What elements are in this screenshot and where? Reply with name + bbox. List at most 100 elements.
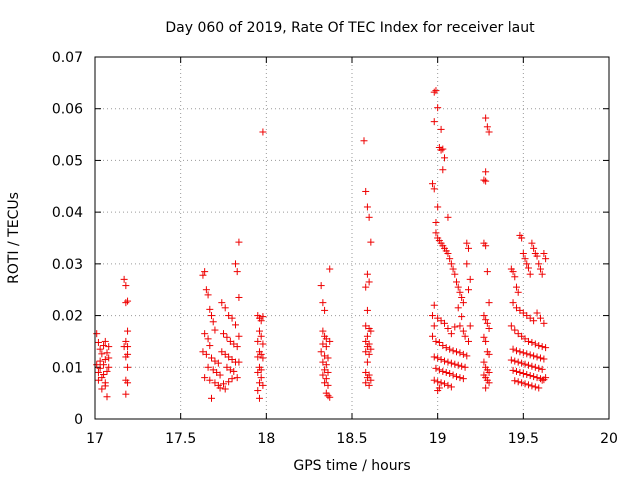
data-point	[430, 88, 438, 96]
data-point	[231, 321, 239, 329]
data-point	[451, 323, 459, 331]
data-point	[485, 350, 493, 358]
data-point	[512, 367, 520, 375]
data-point	[531, 340, 539, 348]
data-point	[535, 364, 543, 372]
data-point	[535, 260, 543, 268]
x-tick-label: 17	[86, 431, 104, 447]
data-point	[259, 381, 267, 389]
data-point	[235, 238, 243, 246]
data-point	[434, 387, 442, 395]
data-point	[233, 343, 241, 351]
data-point	[201, 268, 209, 276]
data-point	[223, 333, 231, 341]
data-point	[228, 375, 236, 383]
y-tick-label: 0.06	[52, 102, 83, 118]
data-point	[444, 325, 452, 332]
data-point	[124, 327, 132, 335]
data-point	[521, 255, 529, 263]
data-point	[485, 128, 493, 136]
data-point	[319, 371, 327, 379]
data-point	[528, 362, 536, 370]
data-point	[122, 337, 130, 345]
data-point	[449, 371, 457, 379]
data-point	[432, 87, 440, 95]
data-point	[456, 322, 464, 330]
data-point	[523, 350, 531, 358]
data-point	[233, 374, 241, 382]
data-point	[456, 349, 464, 357]
data-point	[257, 317, 265, 325]
data-point	[230, 367, 238, 375]
data-point	[221, 385, 229, 393]
data-point	[124, 379, 132, 387]
data-point	[514, 358, 522, 366]
data-point	[482, 242, 490, 250]
data-point	[454, 304, 462, 312]
data-point	[456, 288, 464, 296]
data-point	[105, 354, 113, 362]
data-point	[105, 343, 113, 351]
data-point	[538, 365, 546, 373]
data-point	[538, 343, 546, 351]
x-tick-label: 19.5	[508, 431, 539, 447]
data-point	[322, 343, 330, 351]
data-point	[206, 305, 214, 313]
data-point	[535, 384, 543, 392]
data-point	[441, 380, 449, 388]
data-point	[480, 358, 488, 366]
data-point	[482, 168, 490, 176]
data-point	[98, 385, 106, 393]
y-tick-label: 0.03	[52, 257, 83, 273]
data-point	[459, 299, 467, 307]
data-point	[516, 348, 524, 356]
data-point	[201, 374, 209, 382]
data-point	[512, 283, 520, 291]
y-tick-label: 0.02	[52, 309, 83, 325]
data-point	[466, 322, 474, 330]
data-point	[485, 368, 493, 376]
data-point	[518, 234, 526, 242]
data-point	[441, 357, 449, 365]
data-point	[437, 125, 445, 133]
data-point	[459, 350, 467, 358]
data-point	[526, 372, 534, 380]
data-point	[533, 309, 541, 317]
data-point	[257, 332, 265, 340]
data-point	[485, 325, 493, 332]
data-point	[259, 313, 267, 321]
data-point	[365, 350, 373, 358]
data-point	[322, 361, 330, 369]
data-point	[518, 359, 526, 367]
data-point	[453, 278, 461, 286]
data-point	[536, 354, 544, 362]
data-point	[101, 356, 109, 364]
data-point	[530, 244, 538, 252]
data-point	[509, 268, 517, 276]
data-point	[461, 363, 469, 371]
data-point	[202, 286, 210, 294]
data-point	[463, 260, 471, 268]
data-point	[120, 343, 128, 351]
x-tick-label: 18	[257, 431, 275, 447]
data-point	[259, 354, 267, 362]
data-point	[103, 349, 111, 357]
data-point	[100, 371, 108, 379]
y-tick-label: 0	[74, 412, 83, 428]
data-point	[430, 185, 438, 193]
data-point	[255, 394, 263, 402]
data-point	[465, 286, 473, 294]
data-point	[536, 375, 544, 383]
data-point	[459, 327, 467, 335]
data-point	[465, 244, 473, 252]
data-point	[98, 350, 106, 358]
data-point	[214, 359, 222, 367]
data-point	[96, 345, 104, 353]
data-point	[430, 376, 438, 384]
data-point	[235, 293, 243, 301]
data-point	[509, 345, 517, 353]
data-point	[216, 371, 224, 379]
x-axis-tick-labels: 17 17.5 18 18.5 19 19.5 20	[86, 431, 618, 447]
data-point	[509, 299, 517, 307]
data-point	[444, 358, 452, 366]
